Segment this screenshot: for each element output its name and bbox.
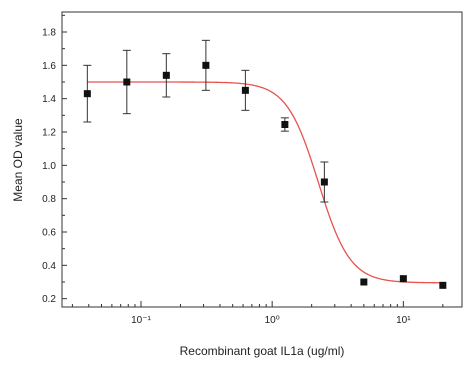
y-tick-label: 1.0 [42, 161, 56, 172]
y-tick-label: 0.2 [42, 294, 56, 305]
data-point [123, 78, 131, 86]
data-point [241, 86, 249, 94]
y-tick-label: 1.4 [42, 94, 56, 105]
data-point [202, 61, 210, 69]
data-point [360, 278, 368, 286]
x-axis-ticks: 10⁻¹ 10⁰ 10¹ [71, 301, 444, 326]
y-tick-label: 0.6 [42, 228, 56, 239]
data-point [439, 281, 447, 289]
data-point [281, 121, 289, 128]
plot-frame [61, 11, 463, 308]
y-tick-label: 1.8 [42, 28, 56, 39]
y-axis-ticks: 0.2 0.4 0.6 0.8 1.0 1.2 1.4 1.6 1.8 [42, 14, 67, 305]
data-point [320, 178, 328, 186]
x-tick-label: 10⁻¹ [131, 315, 151, 326]
y-tick-label: 1.6 [42, 61, 56, 72]
y-tick-label: 0.4 [42, 261, 56, 272]
data-point [399, 275, 407, 283]
data-point [83, 90, 91, 98]
x-tick-label: 10¹ [396, 315, 411, 326]
y-tick-label: 1.2 [42, 128, 56, 139]
fit-curve [87, 81, 443, 284]
x-tick-label: 10⁰ [265, 315, 280, 326]
y-axis-title: Mean OD value [11, 118, 25, 202]
x-axis-title: Recombinant goat IL1a (ug/ml) [180, 344, 345, 358]
data-point [162, 71, 170, 79]
data-points [83, 61, 447, 289]
y-tick-label: 0.8 [42, 194, 56, 205]
